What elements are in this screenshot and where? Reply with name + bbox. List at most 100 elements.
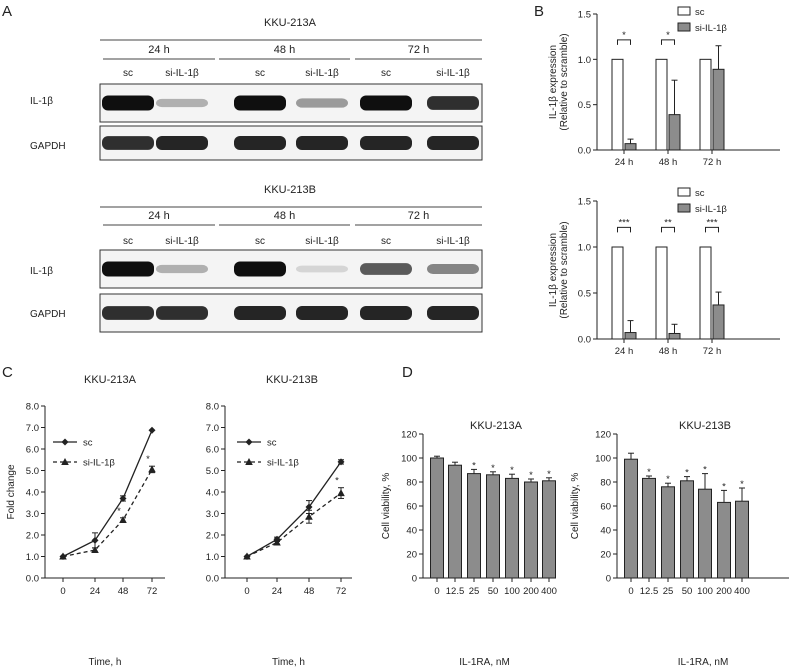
y-tick-label: 1.5	[578, 10, 591, 21]
y-tick-label: 20	[600, 550, 611, 561]
x-axis-label: IL-1RA, nM	[459, 657, 510, 668]
x-tick-label: 48 h	[659, 157, 678, 168]
blot-band	[234, 261, 286, 277]
blot-timepoint-label: 48 h	[274, 210, 295, 222]
x-axis-label: Time, h	[272, 657, 305, 668]
bar	[611, 58, 624, 151]
panel-letter-a: A	[2, 3, 12, 20]
panel-letter-d: D	[402, 364, 413, 381]
bar	[655, 58, 668, 151]
blot-band	[296, 135, 348, 151]
legend-label: sc	[695, 188, 705, 199]
blot-row-label: GAPDH	[30, 141, 66, 152]
y-tick-label: 2.0	[26, 531, 39, 542]
y-tick-label: 60	[600, 502, 611, 513]
bar	[624, 143, 637, 151]
blot-band	[234, 135, 286, 151]
bar	[430, 457, 444, 579]
y-tick-label: 60	[406, 502, 417, 513]
significance-marker: *	[510, 465, 514, 476]
blot-lane-label: sc	[255, 236, 265, 247]
bar	[542, 480, 556, 579]
legend-swatch	[677, 22, 691, 32]
blot-lane-label: sc	[123, 68, 133, 79]
legend-label: si-IL-1β	[83, 458, 115, 469]
western-blot-kku213a: KKU-213A 24 h 48 h 72 h sc si-IL-1β sc si-IL-1β…	[30, 17, 483, 161]
blot-band	[234, 305, 286, 321]
blot-band	[102, 136, 154, 150]
significance-bracket	[617, 226, 631, 233]
bar	[661, 486, 675, 579]
x-tick-label: 48	[118, 586, 129, 597]
y-axis-label: Cell viability, %	[570, 473, 581, 540]
significance-bracket	[705, 226, 719, 233]
legend-label: sc	[267, 438, 277, 449]
y-axis-label: Cell viability, %	[381, 473, 392, 540]
significance-bracket	[617, 39, 631, 45]
bar	[668, 332, 681, 340]
bar-chart-viability-kku213a: 0 20 40 60 80 100 120 Cell viability, % IL-1RA, …	[381, 420, 557, 668]
blot-timepoint-label: 24 h	[148, 44, 169, 56]
significance-marker: *	[703, 465, 707, 476]
series-line	[62, 469, 153, 558]
bar-chart-viability-kku213b: 0 20 40 60 80 100 120 Cell viability, % IL-1RA, …	[570, 420, 789, 668]
legend-marker	[61, 438, 69, 446]
significance-marker: *	[547, 469, 551, 480]
data-point-diamond	[119, 494, 127, 502]
blot-lane-label: si-IL-1β	[305, 236, 339, 247]
legend-label: si-IL-1β	[267, 458, 299, 469]
data-point-diamond	[305, 503, 313, 511]
y-tick-label: 2.0	[206, 531, 219, 542]
series-line	[246, 492, 342, 558]
data-point-diamond	[337, 458, 345, 466]
panel-letter-c: C	[2, 364, 13, 381]
significance-bracket	[661, 39, 675, 45]
bar	[624, 332, 637, 340]
blot-band	[156, 264, 208, 274]
bar	[699, 246, 712, 340]
data-point-triangle	[148, 465, 156, 473]
y-tick-label: 1.0	[578, 55, 591, 66]
significance-marker: *	[666, 30, 670, 41]
bar	[668, 114, 681, 151]
blot-timepoint-label: 24 h	[148, 210, 169, 222]
significance-marker: **	[664, 217, 672, 228]
blot-title: KKU-213B	[264, 184, 316, 196]
x-tick-label: 200	[716, 586, 732, 597]
bar	[486, 474, 500, 579]
blot-timepoint-label: 72 h	[408, 44, 429, 56]
y-tick-label: 40	[406, 526, 417, 537]
y-tick-label: 4.0	[26, 488, 39, 499]
blot-band	[360, 305, 412, 321]
blot-band	[296, 98, 348, 108]
blot-band	[427, 263, 479, 275]
bar	[624, 458, 638, 579]
legend-label: sc	[695, 7, 705, 18]
y-tick-label: 0.0	[578, 146, 591, 157]
bar	[717, 501, 731, 579]
blot-band	[102, 95, 154, 111]
chart-title: KKU-213B	[679, 420, 731, 432]
blot-band	[102, 261, 154, 277]
y-tick-label: 5.0	[26, 466, 39, 477]
blot-row-label: IL-1β	[30, 96, 53, 107]
data-point-diamond	[148, 426, 156, 434]
blot-lane-label: sc	[255, 68, 265, 79]
y-tick-label: 1.0	[206, 552, 219, 563]
y-tick-label: 100	[595, 454, 611, 465]
x-tick-label: 24	[272, 586, 283, 597]
y-tick-label: 3.0	[26, 509, 39, 520]
y-axis-label-secondary: (Relative to scramble)	[559, 33, 570, 130]
x-tick-label: 200	[523, 586, 539, 597]
significance-marker: *	[622, 30, 626, 41]
y-tick-label: 0.5	[578, 100, 591, 111]
legend-marker	[61, 458, 69, 465]
bar	[655, 246, 668, 340]
x-tick-label: 400	[734, 586, 750, 597]
bar	[735, 500, 749, 579]
y-tick-label: 8.0	[206, 402, 219, 413]
x-tick-label: 0	[60, 586, 65, 597]
blot-band	[102, 306, 154, 320]
x-tick-label: 24 h	[615, 346, 634, 357]
